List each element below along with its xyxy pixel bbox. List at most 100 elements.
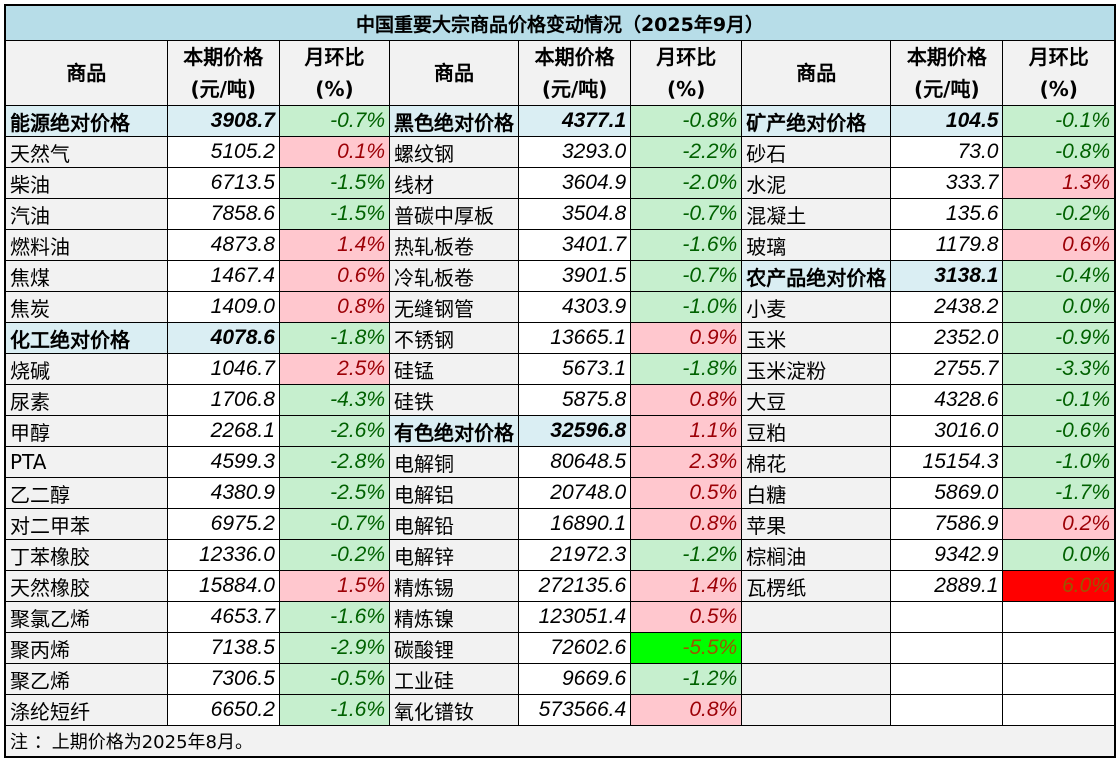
price-cell: 4599.3 <box>166 446 280 478</box>
table-row: 对二甲苯 6975.2 -0.7% 电解铅 16890.1 0.8% 苹果 7586.9 0.2… <box>4 508 1116 540</box>
header-price-label: 本期价格 <box>183 45 264 69</box>
price-cell: 80648.5 <box>518 446 632 478</box>
commodity-name-cell: 混凝土 <box>741 198 892 230</box>
header-row: 商品 本期价格 (元/吨) 月环比 (%) 商品 本期价格 (元/吨) 月环比 (%) 商品… <box>4 40 1116 106</box>
commodity-name-cell: 汽油 <box>4 198 168 230</box>
mom-change-cell: -0.2% <box>1002 198 1116 230</box>
mom-change-cell: -0.7% <box>630 198 743 230</box>
header-mom-unit: (%) <box>667 77 706 101</box>
group-name-cell: 能源绝对价格 <box>4 105 168 137</box>
mom-change-cell: -0.4% <box>1002 260 1116 292</box>
mom-change-cell: 1.1% <box>630 415 743 447</box>
mom-change-cell: 0.8% <box>630 694 743 726</box>
mom-change-cell: -1.8% <box>278 322 391 354</box>
commodity-name-cell: 大豆 <box>741 384 892 416</box>
header-price-unit: (元/吨) <box>914 77 980 101</box>
price-cell: 1467.4 <box>166 260 280 292</box>
commodity-name-cell: 焦炭 <box>4 291 168 323</box>
header-mom-unit: (%) <box>315 77 354 101</box>
commodity-name-cell: 玻璃 <box>741 229 892 261</box>
commodity-name-cell: 小麦 <box>741 291 892 323</box>
mom-change-cell: -1.2% <box>630 539 743 571</box>
price-cell: 2438.2 <box>890 291 1004 323</box>
mom-change-cell: 0.5% <box>630 601 743 633</box>
header-price-unit: (元/吨) <box>190 77 257 101</box>
header-price: 本期价格 (元/吨) <box>166 40 280 106</box>
mom-change-cell: -1.0% <box>630 291 743 323</box>
mom-change-cell: 0.2% <box>1002 508 1116 540</box>
price-cell: 2755.7 <box>890 353 1004 385</box>
empty-mom-cell <box>1002 663 1116 695</box>
note-row: 注 ：上期价格为2025年8月。 <box>4 725 1116 758</box>
mom-change-cell: -0.9% <box>1002 322 1116 354</box>
price-cell: 32596.8 <box>518 415 632 447</box>
mom-change-cell: -1.6% <box>278 601 391 633</box>
mom-change-cell: 0.6% <box>1002 229 1116 261</box>
commodity-name-cell: 电解铜 <box>389 446 520 478</box>
table-row: 聚氯乙烯 4653.7 -1.6% 精炼镍 123051.4 0.5% <box>4 601 1116 633</box>
mom-change-cell: 0.5% <box>630 477 743 509</box>
price-cell: 4328.6 <box>890 384 1004 416</box>
mom-change-cell: 1.4% <box>278 229 391 261</box>
price-cell: 123051.4 <box>518 601 632 633</box>
commodity-name-cell: 玉米 <box>741 322 892 354</box>
price-cell: 2352.0 <box>890 322 1004 354</box>
table-row: PTA 4599.3 -2.8% 电解铜 80648.5 2.3% 棉花 15154.3 -1.… <box>4 446 1116 478</box>
table-row: 焦煤 1467.4 0.6% 冷轧板卷 3901.5 -0.7% 农产品绝对价格 3138.1… <box>4 260 1116 292</box>
mom-change-cell: -1.8% <box>630 353 743 385</box>
price-cell: 4377.1 <box>518 105 632 137</box>
header-price: 本期价格 (元/吨) <box>518 40 632 106</box>
price-cell: 15884.0 <box>166 570 280 602</box>
price-cell: 1409.0 <box>166 291 280 323</box>
header-mom-label: 月环比 <box>304 45 365 69</box>
price-cell: 5105.2 <box>166 136 280 168</box>
price-cell: 1706.8 <box>166 384 280 416</box>
header-price-label: 本期价格 <box>534 45 615 69</box>
price-cell: 15154.3 <box>890 446 1004 478</box>
commodity-name-cell: 电解锌 <box>389 539 520 571</box>
price-cell: 3293.0 <box>518 136 632 168</box>
price-cell: 333.7 <box>890 167 1004 199</box>
mom-change-cell: 0.0% <box>1002 539 1116 571</box>
commodity-price-table: 中国重要大宗商品价格变动情况（2025年9月） 商品 本期价格 (元/吨) 月环比… <box>4 4 1116 758</box>
price-cell: 135.6 <box>890 198 1004 230</box>
mom-change-cell: 0.8% <box>630 384 743 416</box>
table-row: 天然橡胶 15884.0 1.5% 精炼锡 272135.6 1.4% 瓦楞纸 2889.1 6… <box>4 570 1116 602</box>
mom-change-cell: -1.2% <box>630 663 743 695</box>
table-title: 中国重要大宗商品价格变动情况（2025年9月） <box>4 4 1116 41</box>
mom-change-cell: -0.7% <box>630 260 743 292</box>
commodity-name-cell: 砂石 <box>741 136 892 168</box>
table-row: 天然气 5105.2 0.1% 螺纹钢 3293.0 -2.2% 砂石 73.0 -0.8% <box>4 136 1116 168</box>
commodity-name-cell: 苹果 <box>741 508 892 540</box>
commodity-name-cell: 天然气 <box>4 136 168 168</box>
mom-change-cell: -0.7% <box>278 105 391 137</box>
empty-price-cell <box>890 601 1004 633</box>
mom-change-cell: -1.6% <box>630 229 743 261</box>
table-row: 焦炭 1409.0 0.8% 无缝钢管 4303.9 -1.0% 小麦 2438.2 0.0% <box>4 291 1116 323</box>
price-cell: 1046.7 <box>166 353 280 385</box>
price-cell: 13665.1 <box>518 322 632 354</box>
group-name-cell: 矿产绝对价格 <box>741 105 892 137</box>
commodity-name-cell: 玉米淀粉 <box>741 353 892 385</box>
price-cell: 6650.2 <box>166 694 280 726</box>
price-cell: 4380.9 <box>166 477 280 509</box>
price-cell: 72602.6 <box>518 632 632 664</box>
table-row: 丁苯橡胶 12336.0 -0.2% 电解锌 21972.3 -1.2% 棕榈油 9342.9… <box>4 539 1116 571</box>
price-cell: 9669.6 <box>518 663 632 695</box>
commodity-name-cell: PTA <box>4 446 168 478</box>
price-cell: 5673.1 <box>518 353 632 385</box>
commodity-name-cell: 精炼镍 <box>389 601 520 633</box>
commodity-name-cell: 电解铅 <box>389 508 520 540</box>
commodity-name-cell: 硅铁 <box>389 384 520 416</box>
empty-price-cell <box>890 632 1004 664</box>
commodity-name-cell: 聚丙烯 <box>4 632 168 664</box>
commodity-name-cell: 聚氯乙烯 <box>4 601 168 633</box>
commodity-name-cell: 硅锰 <box>389 353 520 385</box>
commodity-name-cell: 丁苯橡胶 <box>4 539 168 571</box>
commodity-name-cell: 棉花 <box>741 446 892 478</box>
commodity-name-cell: 天然橡胶 <box>4 570 168 602</box>
commodity-name-cell: 尿素 <box>4 384 168 416</box>
group-name-cell: 农产品绝对价格 <box>741 260 892 292</box>
commodity-name-cell: 乙二醇 <box>4 477 168 509</box>
price-cell: 7138.5 <box>166 632 280 664</box>
